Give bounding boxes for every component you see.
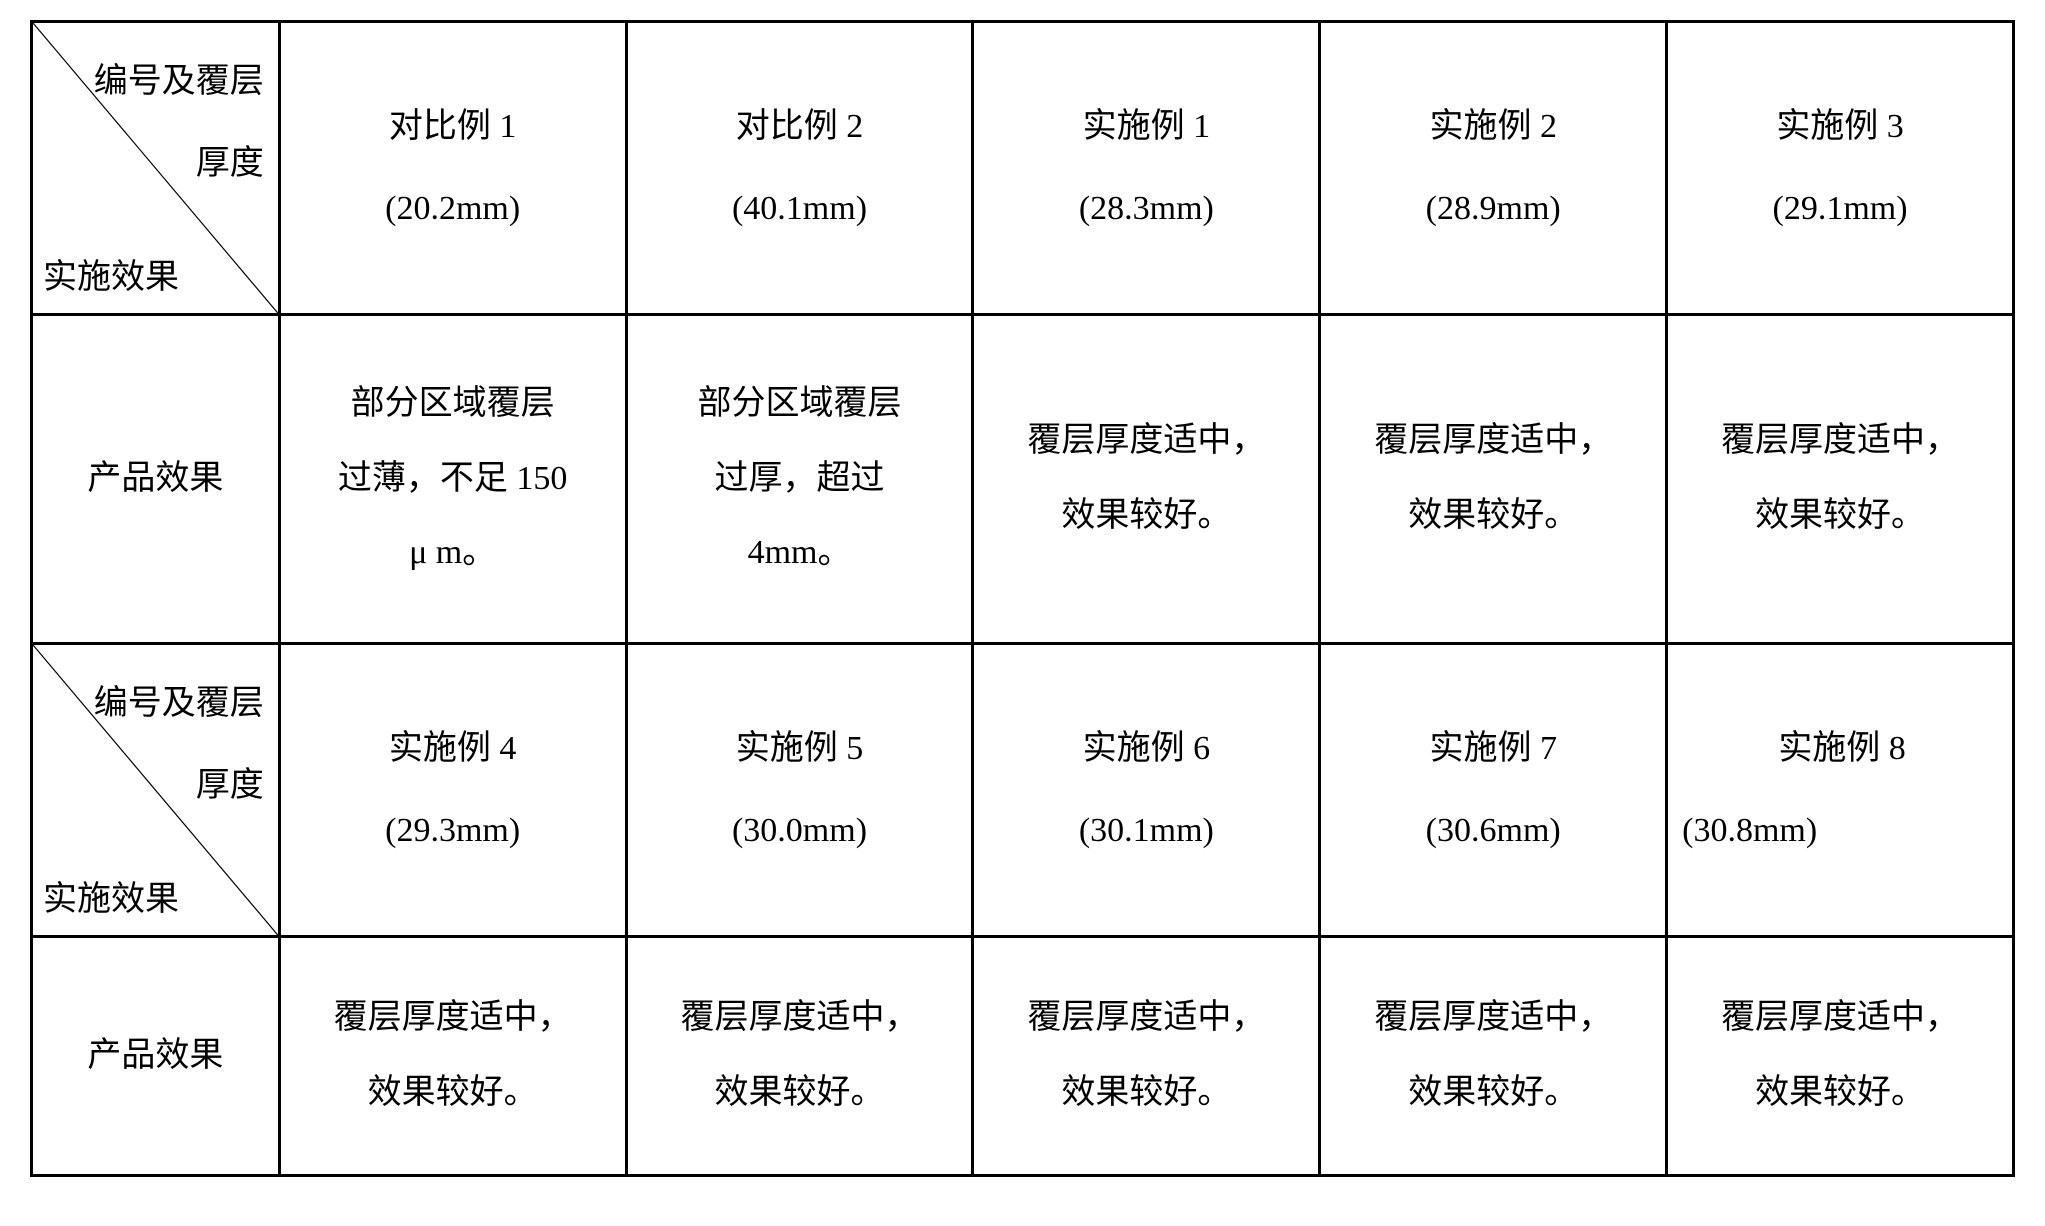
effect-cell: 覆层厚度适中， 效果较好。 <box>1667 315 2014 644</box>
col-name: 实施例 3 <box>1776 108 1904 145</box>
col-thickness: (30.8mm) <box>1682 812 1817 849</box>
column-header: 实施例 6 (30.1mm) <box>973 644 1320 937</box>
diag-top-label-1: 编号及覆层 <box>94 685 264 722</box>
column-header: 对比例 2 (40.1mm) <box>626 22 973 315</box>
effect-cell: 覆层厚度适中， 效果较好。 <box>1667 937 2014 1176</box>
column-header: 实施例 8 (30.8mm) <box>1667 644 2014 937</box>
diagonal-header-cell: 编号及覆层 厚度 实施效果 <box>32 22 280 315</box>
col-thickness: (20.2mm) <box>385 190 520 227</box>
effect-cell: 覆层厚度适中， 效果较好。 <box>279 937 626 1176</box>
col-thickness: (30.6mm) <box>1426 812 1561 849</box>
diag-top-label-2: 厚度 <box>196 767 264 804</box>
effect-cell: 覆层厚度适中， 效果较好。 <box>973 937 1320 1176</box>
col-thickness: (40.1mm) <box>732 190 867 227</box>
col-name: 实施例 7 <box>1429 730 1557 767</box>
row-label-product-effect: 产品效果 <box>32 937 280 1176</box>
col-name: 实施例 8 <box>1778 730 1906 767</box>
col-name: 实施例 4 <box>389 730 517 767</box>
effect-cell: 部分区域覆层 过薄，不足 150 μ m。 <box>279 315 626 644</box>
col-name: 实施例 1 <box>1083 108 1211 145</box>
table-row: 产品效果 部分区域覆层 过薄，不足 150 μ m。 部分区域覆层 过厚，超过 … <box>32 315 2014 644</box>
diag-bottom-label: 实施效果 <box>43 259 179 296</box>
row-label-product-effect: 产品效果 <box>32 315 280 644</box>
effect-cell: 覆层厚度适中， 效果较好。 <box>1320 937 1667 1176</box>
diag-top-label-1: 编号及覆层 <box>94 63 264 100</box>
column-header: 实施例 1 (28.3mm) <box>973 22 1320 315</box>
diag-top-label-2: 厚度 <box>196 145 264 182</box>
table-row: 产品效果 覆层厚度适中， 效果较好。 覆层厚度适中， 效果较好。 覆层厚度适中，… <box>32 937 2014 1176</box>
diagonal-header-cell: 编号及覆层 厚度 实施效果 <box>32 644 280 937</box>
column-header: 实施例 3 (29.1mm) <box>1667 22 2014 315</box>
table-row: 编号及覆层 厚度 实施效果 实施例 4 (29.3mm) 实施例 5 (30.0… <box>32 644 2014 937</box>
col-name: 对比例 1 <box>389 108 517 145</box>
effect-cell: 覆层厚度适中， 效果较好。 <box>973 315 1320 644</box>
col-name: 实施例 2 <box>1429 108 1557 145</box>
col-thickness: (29.1mm) <box>1773 190 1908 227</box>
column-header: 对比例 1 (20.2mm) <box>279 22 626 315</box>
col-thickness: (30.0mm) <box>732 812 867 849</box>
col-thickness: (28.3mm) <box>1079 190 1214 227</box>
column-header: 实施例 5 (30.0mm) <box>626 644 973 937</box>
column-header: 实施例 7 (30.6mm) <box>1320 644 1667 937</box>
effect-cell: 部分区域覆层 过厚，超过 4mm。 <box>626 315 973 644</box>
table-row: 编号及覆层 厚度 实施效果 对比例 1 (20.2mm) 对比例 2 (40.1… <box>32 22 2014 315</box>
col-name: 实施例 6 <box>1083 730 1211 767</box>
column-header: 实施例 2 (28.9mm) <box>1320 22 1667 315</box>
col-name: 对比例 2 <box>736 108 864 145</box>
diag-bottom-label: 实施效果 <box>43 881 179 918</box>
col-thickness: (29.3mm) <box>385 812 520 849</box>
coating-results-table: 编号及覆层 厚度 实施效果 对比例 1 (20.2mm) 对比例 2 (40.1… <box>30 20 2015 1177</box>
col-name: 实施例 5 <box>736 730 864 767</box>
col-thickness: (28.9mm) <box>1426 190 1561 227</box>
effect-cell: 覆层厚度适中， 效果较好。 <box>1320 315 1667 644</box>
col-thickness: (30.1mm) <box>1079 812 1214 849</box>
effect-cell: 覆层厚度适中， 效果较好。 <box>626 937 973 1176</box>
column-header: 实施例 4 (29.3mm) <box>279 644 626 937</box>
